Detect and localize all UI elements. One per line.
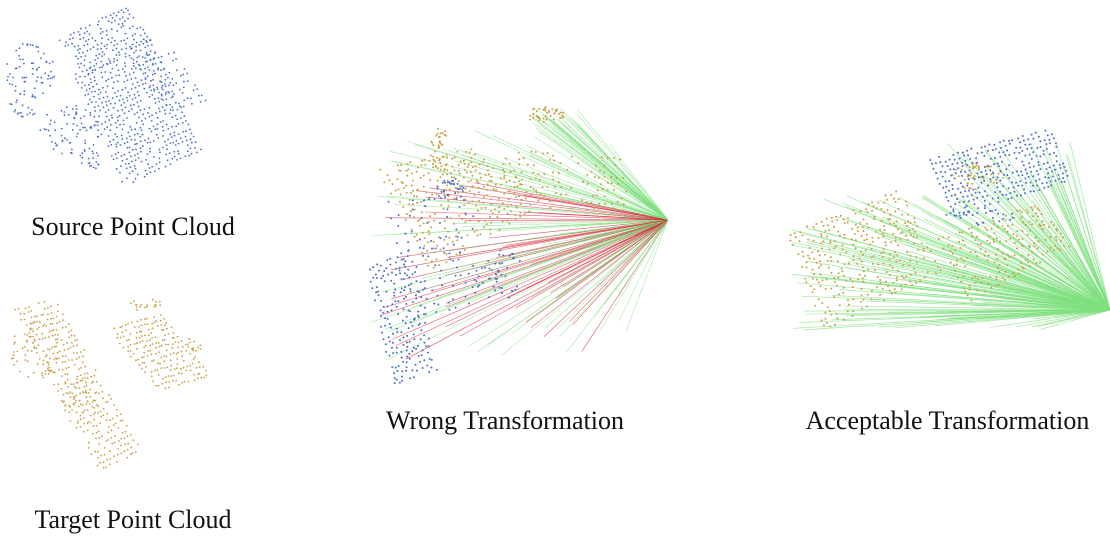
wrong-transformation-caption: Wrong Transformation (386, 406, 624, 435)
acceptable-transformation-canvas (789, 129, 1110, 331)
acceptable-transformation-figure (780, 120, 1110, 340)
wrong-transformation-figure (350, 100, 680, 390)
source-points (6, 7, 207, 184)
correspondence-lines (371, 108, 669, 360)
target-points (10, 298, 208, 469)
wrong-transformation-canvas (369, 106, 669, 385)
acceptable-transformation-caption: Acceptable Transformation (805, 406, 1090, 435)
target-points (379, 106, 627, 269)
target-point-cloud-figure (0, 290, 240, 490)
target-point-cloud-caption: Target Point Cloud (34, 505, 232, 534)
source-points (369, 177, 521, 385)
source-point-cloud-canvas (6, 7, 207, 184)
source-points (929, 129, 1069, 226)
target-point-cloud-canvas (10, 298, 208, 469)
source-point-cloud-caption: Source Point Cloud (31, 212, 235, 241)
source-point-cloud-figure (0, 0, 240, 200)
target-points (789, 161, 1071, 328)
